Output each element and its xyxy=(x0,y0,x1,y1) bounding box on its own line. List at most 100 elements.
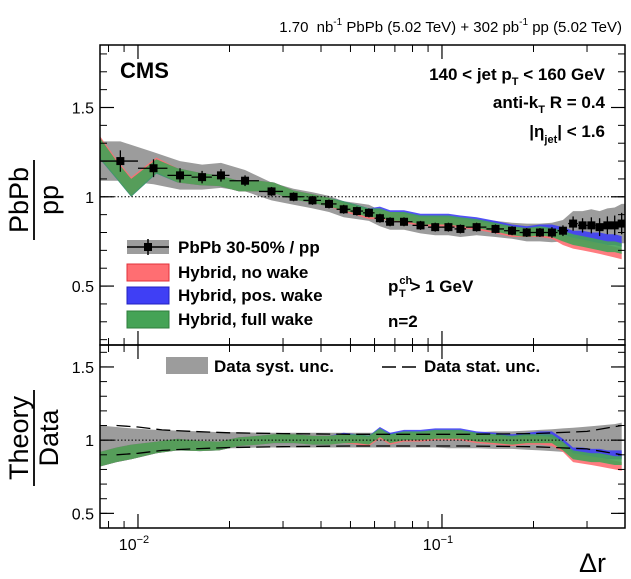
data-point-marker xyxy=(325,199,334,208)
data-point-marker xyxy=(386,217,395,226)
data-point xyxy=(137,159,168,178)
data-point-marker xyxy=(472,223,481,232)
data-point xyxy=(428,222,442,232)
data-point xyxy=(568,216,578,231)
data-point-marker xyxy=(522,228,531,237)
data-point-marker xyxy=(339,205,348,214)
data-point xyxy=(577,218,588,233)
data-point xyxy=(167,168,192,183)
data-point xyxy=(504,226,520,236)
data-point-marker xyxy=(116,157,125,166)
top-ylabel-denominator: pp xyxy=(34,185,64,215)
data-point-marker xyxy=(216,171,225,180)
jet-pt-label: 140 < jet pT < 160 GeV xyxy=(429,65,606,88)
lumi-pp-unit: pb xyxy=(502,19,519,36)
data-point xyxy=(303,195,322,205)
data-point xyxy=(533,228,547,237)
legend-data-marker xyxy=(144,243,152,251)
data-point-marker xyxy=(491,224,500,233)
top-ylabel-numerator: PbPb xyxy=(4,167,34,233)
legend-data-label: PbPb 30-50% / pp xyxy=(178,238,320,257)
data-point xyxy=(617,212,625,235)
data-point xyxy=(229,175,259,187)
data-point xyxy=(191,170,212,184)
data-point-marker xyxy=(578,221,587,230)
eta-lead: |η xyxy=(529,122,544,141)
bottom-stat-line-dn xyxy=(116,445,622,456)
legend-full-wake-swatch xyxy=(126,310,170,329)
top-syst-band xyxy=(100,141,625,244)
bottom-xtick-label: 10−1 xyxy=(423,534,453,554)
data-point-marker xyxy=(176,171,185,180)
data-point xyxy=(283,192,304,202)
bottom-stat-line-up xyxy=(116,424,622,435)
luminosity-label: 1.70 nb-1 PbPb (5.02 TeV) + 302 pb-1 pp … xyxy=(279,17,622,36)
bottom-ytick-label: 1 xyxy=(85,433,94,450)
data-point xyxy=(519,228,534,237)
legend-entry-full-wake: Hybrid, full wake xyxy=(126,310,313,329)
data-point-marker xyxy=(617,219,625,228)
top-data-syst-band-group xyxy=(100,141,625,244)
data-point-marker xyxy=(267,187,276,196)
bottom-ylabel-numerator: Theory xyxy=(4,395,34,480)
legend-entry-data: PbPb 30-50% / pp xyxy=(127,238,320,257)
data-point-marker xyxy=(558,226,567,235)
data-point xyxy=(466,222,487,232)
bottom-ytick-label: 0.5 xyxy=(72,506,94,523)
data-point-marker xyxy=(444,223,453,232)
bottom-legend: Data syst. unc. Data stat. unc. xyxy=(166,357,540,376)
lumi-pp-rest: pp (5.02 TeV) xyxy=(528,19,622,36)
data-point-marker xyxy=(416,221,425,230)
bottom-ytick-label: 1.5 xyxy=(72,360,94,377)
top-band-full-wake xyxy=(100,137,622,254)
legend-entry-no-wake: Hybrid, no wake xyxy=(126,263,308,282)
lumi-pp-exp: -1 xyxy=(519,17,528,28)
data-point xyxy=(336,204,351,214)
data-point-marker xyxy=(198,173,207,182)
legend-syst-label: Data syst. unc. xyxy=(214,357,334,376)
algorithm-lead: anti-k xyxy=(493,93,539,112)
jet-pt-lead: 140 < jet p xyxy=(429,65,512,84)
bottom-band-full-wake xyxy=(100,428,622,467)
top-legend: PbPb 30-50% / pp Hybrid, no wake Hybrid,… xyxy=(126,238,323,329)
bottom-axis-ticks: 0.5 1 1.5 10−2 10−1 xyxy=(72,345,626,554)
legend-entry-stat: Data stat. unc. xyxy=(382,357,540,376)
data-point-marker xyxy=(289,192,298,201)
legend-no-wake-swatch xyxy=(126,263,170,282)
bottom-data-stat-lines-group xyxy=(116,424,622,456)
n-label: n=2 xyxy=(388,312,418,331)
track-pt-label: pch T > 1 GeV xyxy=(388,275,474,300)
data-point xyxy=(486,224,505,234)
data-point-marker xyxy=(308,196,317,205)
algorithm-label: anti-kT R = 0.4 xyxy=(493,93,606,116)
data-point-marker xyxy=(603,221,612,230)
bottom-panel-frame xyxy=(99,344,626,529)
data-point-marker xyxy=(399,217,408,226)
lumi-pbpb-value: 1.70 xyxy=(279,19,308,36)
data-point-marker xyxy=(595,223,604,232)
data-point xyxy=(258,186,284,196)
track-pt-sub: T xyxy=(399,288,406,300)
data-point-marker xyxy=(547,228,556,237)
data-point xyxy=(595,218,604,237)
data-point-marker xyxy=(569,219,578,228)
data-point xyxy=(211,169,230,182)
data-point-marker xyxy=(610,221,619,230)
legend-syst-swatch xyxy=(166,357,208,374)
top-ytick-label: 1 xyxy=(85,190,94,207)
eta-sub: jet xyxy=(543,134,557,146)
legend-entry-pos-wake: Hybrid, pos. wake xyxy=(126,286,323,305)
data-point-marker xyxy=(508,226,517,235)
top-ytick-label: 0.5 xyxy=(72,279,94,296)
track-pt-sup: ch xyxy=(399,275,412,287)
track-pt-tail: > 1 GeV xyxy=(406,277,474,296)
jet-pt-tail: < 160 GeV xyxy=(519,65,606,84)
lumi-pbpb-unit: nb xyxy=(317,19,334,36)
data-point xyxy=(374,213,386,223)
legend-pos-wake-label: Hybrid, pos. wake xyxy=(178,286,323,305)
data-point-marker xyxy=(241,176,250,185)
top-ytick-label: 1.5 xyxy=(72,101,94,118)
data-point-marker xyxy=(375,214,384,223)
data-point xyxy=(557,225,569,237)
